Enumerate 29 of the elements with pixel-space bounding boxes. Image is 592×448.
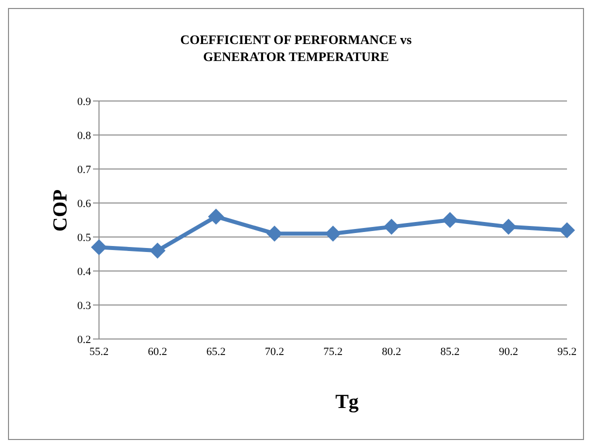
y-tick-label: 0.4 [77, 266, 92, 278]
point [442, 212, 458, 228]
x-axis-title: Tg [334, 391, 360, 414]
y-tick-label: 0.2 [77, 334, 91, 346]
y-axis-title: COP [50, 188, 72, 234]
y-tick-label: 0.9 [77, 96, 92, 108]
y-tick-label: 0.6 [77, 198, 92, 210]
chart-title: COEFFICIENT OF PERFORMANCE vs GENERATOR TEMPERATURE [179, 31, 413, 65]
y-tick-label: 0.8 [77, 130, 92, 142]
point [384, 218, 400, 235]
x-tick-label: 65.2 [206, 346, 226, 358]
point [325, 226, 341, 242]
x-tick-label: 80.2 [382, 346, 402, 358]
x-tick-label: 60.2 [148, 346, 168, 358]
y-tick-label: 0.3 [77, 300, 92, 312]
y-tick-label: 0.5 [77, 232, 92, 244]
point [150, 242, 166, 259]
point [91, 239, 107, 256]
point [266, 226, 282, 242]
x-tick-label: 90.2 [498, 346, 518, 358]
x-tick-label: 75.2 [323, 346, 343, 358]
x-tick-label: 95.2 [557, 346, 577, 358]
point [208, 208, 224, 225]
x-tick-label: 70.2 [264, 346, 284, 358]
point [500, 218, 516, 235]
point [559, 222, 575, 238]
y-tick-label: 0.7 [77, 164, 92, 176]
x-tick-label: 55.2 [89, 346, 109, 358]
x-tick-label: 85.2 [440, 346, 460, 358]
